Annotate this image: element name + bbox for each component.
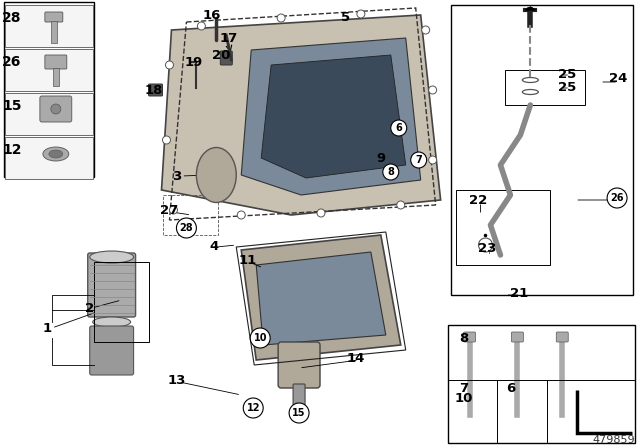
Bar xyxy=(506,70,585,105)
Bar xyxy=(451,5,633,295)
Circle shape xyxy=(391,120,407,136)
Text: 12: 12 xyxy=(2,143,22,157)
FancyBboxPatch shape xyxy=(278,342,320,388)
Text: 3: 3 xyxy=(172,169,181,182)
Circle shape xyxy=(429,156,436,164)
FancyBboxPatch shape xyxy=(463,332,476,342)
Bar xyxy=(163,195,218,235)
Text: 16: 16 xyxy=(202,9,221,22)
Ellipse shape xyxy=(522,90,538,95)
Text: 28: 28 xyxy=(180,223,193,233)
Bar xyxy=(51,21,57,43)
Bar xyxy=(5,137,93,179)
Text: 26: 26 xyxy=(611,193,624,203)
Circle shape xyxy=(250,328,270,348)
Text: 2: 2 xyxy=(85,302,94,314)
Circle shape xyxy=(429,86,436,94)
Polygon shape xyxy=(525,7,535,10)
Ellipse shape xyxy=(43,147,68,161)
Bar xyxy=(5,5,93,47)
Bar xyxy=(93,262,148,342)
FancyBboxPatch shape xyxy=(90,326,134,375)
Text: 9: 9 xyxy=(376,151,385,164)
Text: 6: 6 xyxy=(396,123,402,133)
Text: 11: 11 xyxy=(238,254,257,267)
Text: 4: 4 xyxy=(210,240,219,253)
Text: 26: 26 xyxy=(3,55,22,69)
Circle shape xyxy=(277,14,285,22)
Circle shape xyxy=(397,201,404,209)
Text: 23: 23 xyxy=(478,241,497,254)
Text: 25: 25 xyxy=(558,81,577,94)
Text: 18: 18 xyxy=(145,83,163,96)
Text: 19: 19 xyxy=(184,56,202,69)
Circle shape xyxy=(317,209,325,217)
Text: 8: 8 xyxy=(387,167,394,177)
Circle shape xyxy=(237,211,245,219)
Text: 22: 22 xyxy=(469,194,488,207)
Text: 10: 10 xyxy=(253,333,267,343)
FancyBboxPatch shape xyxy=(220,51,232,65)
Text: 15: 15 xyxy=(292,408,306,418)
Bar xyxy=(456,190,550,265)
Text: 24: 24 xyxy=(609,72,627,85)
Text: 6: 6 xyxy=(506,382,515,395)
Bar xyxy=(447,325,635,443)
Circle shape xyxy=(51,104,61,114)
Polygon shape xyxy=(261,55,406,178)
Circle shape xyxy=(177,218,196,238)
Bar xyxy=(53,68,59,86)
FancyBboxPatch shape xyxy=(293,384,305,421)
Text: 12: 12 xyxy=(246,403,260,413)
Ellipse shape xyxy=(93,317,131,327)
Bar xyxy=(5,93,93,135)
FancyBboxPatch shape xyxy=(556,332,568,342)
FancyBboxPatch shape xyxy=(40,96,72,122)
FancyBboxPatch shape xyxy=(45,55,67,69)
Text: 479859: 479859 xyxy=(593,435,635,445)
Polygon shape xyxy=(241,38,420,195)
Text: 13: 13 xyxy=(167,374,186,387)
FancyBboxPatch shape xyxy=(88,253,136,317)
Text: 7: 7 xyxy=(459,382,468,395)
Text: 17: 17 xyxy=(219,31,237,44)
Text: 25: 25 xyxy=(558,68,577,81)
Text: 1: 1 xyxy=(42,322,51,335)
Text: 10: 10 xyxy=(454,392,473,405)
Circle shape xyxy=(411,152,427,168)
Text: 14: 14 xyxy=(347,352,365,365)
Circle shape xyxy=(422,26,429,34)
Circle shape xyxy=(607,188,627,208)
Ellipse shape xyxy=(49,150,63,158)
Circle shape xyxy=(163,136,170,144)
Circle shape xyxy=(166,61,173,69)
Text: 27: 27 xyxy=(161,203,179,216)
Circle shape xyxy=(243,398,263,418)
Ellipse shape xyxy=(196,147,236,202)
FancyBboxPatch shape xyxy=(148,84,163,96)
Circle shape xyxy=(170,206,177,214)
Bar xyxy=(4,2,93,177)
Text: 7: 7 xyxy=(415,155,422,165)
FancyBboxPatch shape xyxy=(45,12,63,22)
Polygon shape xyxy=(161,15,440,215)
Circle shape xyxy=(479,238,492,252)
Circle shape xyxy=(357,10,365,18)
Polygon shape xyxy=(241,235,401,360)
Polygon shape xyxy=(256,252,386,345)
Circle shape xyxy=(383,164,399,180)
Text: 21: 21 xyxy=(510,287,529,300)
Bar xyxy=(5,49,93,91)
Text: 28: 28 xyxy=(2,11,22,25)
Ellipse shape xyxy=(90,251,134,263)
Text: 5: 5 xyxy=(341,10,351,23)
Text: 15: 15 xyxy=(2,99,22,113)
Text: 8: 8 xyxy=(459,332,468,345)
Ellipse shape xyxy=(522,78,538,82)
Circle shape xyxy=(197,22,205,30)
FancyBboxPatch shape xyxy=(511,332,524,342)
Circle shape xyxy=(289,403,309,423)
Text: 20: 20 xyxy=(212,48,230,61)
